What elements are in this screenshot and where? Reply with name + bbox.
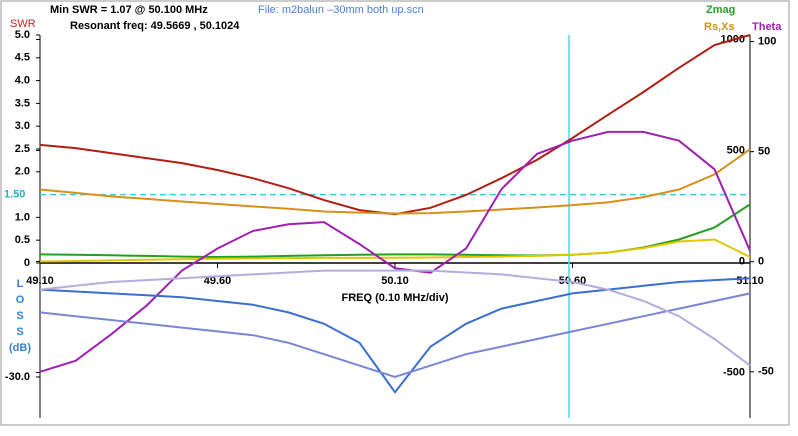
series-line bbox=[39, 292, 751, 379]
series-line bbox=[39, 148, 751, 215]
loss-label: S bbox=[16, 310, 23, 322]
y-tick-label: 100 bbox=[758, 36, 776, 48]
axis-name: Theta bbox=[752, 21, 782, 33]
chart: Min SWR = 1.07 @ 50.100 MHz Resonant fre… bbox=[0, 0, 790, 426]
y-tick-label: -50 bbox=[758, 366, 774, 378]
x-tick-label: 50.10 bbox=[381, 275, 409, 287]
file-label: File: m2balun –30mm both up.scn bbox=[258, 4, 424, 16]
series-line bbox=[39, 238, 751, 263]
chart-title: Min SWR = 1.07 @ 50.100 MHz bbox=[50, 4, 208, 16]
y-tick-label: 1.0 bbox=[15, 211, 30, 223]
y-tick-label: 0 bbox=[739, 255, 745, 267]
reference-label: 1.50 bbox=[4, 188, 25, 200]
y-tick-label: 0 bbox=[758, 256, 764, 268]
x-tick-label: 51.10 bbox=[736, 275, 764, 287]
loss-label: O bbox=[16, 294, 25, 306]
loss-label: (dB) bbox=[9, 342, 31, 354]
series-line bbox=[39, 269, 751, 367]
y-tick-label: 3.5 bbox=[15, 97, 30, 109]
y-tick-label: 2.0 bbox=[15, 166, 30, 178]
y-tick-label: 3.0 bbox=[15, 120, 30, 132]
loss-label: L bbox=[17, 278, 24, 290]
axis-name: Rs,Xs bbox=[704, 21, 735, 33]
series-line bbox=[39, 277, 751, 394]
y-tick-label: 50 bbox=[758, 146, 770, 158]
y-tick-label: 500 bbox=[727, 144, 745, 156]
loss-label: S bbox=[16, 326, 23, 338]
axis-name: Zmag bbox=[706, 4, 735, 16]
y-tick-label: 2.5 bbox=[15, 143, 30, 155]
series-line bbox=[39, 130, 751, 373]
y-tick-label: 0.5 bbox=[15, 234, 30, 246]
y-tick-label: 5.0 bbox=[15, 29, 30, 41]
y-tick-label: -30.0 bbox=[5, 371, 30, 383]
y-axis-label: SWR bbox=[10, 18, 36, 30]
y-tick-label: 0 bbox=[24, 257, 30, 269]
x-tick-label: 49.60 bbox=[204, 275, 232, 287]
chart-subtitle: Resonant freq: 49.5669 , 50.1024 bbox=[70, 20, 240, 32]
x-axis-label: FREQ (0.10 MHz/div) bbox=[342, 292, 449, 304]
y-tick-label: 4.0 bbox=[15, 75, 30, 87]
y-tick-label: 4.5 bbox=[15, 52, 30, 64]
x-tick-label: 49.10 bbox=[26, 275, 54, 287]
y-tick-label: -500 bbox=[723, 366, 745, 378]
